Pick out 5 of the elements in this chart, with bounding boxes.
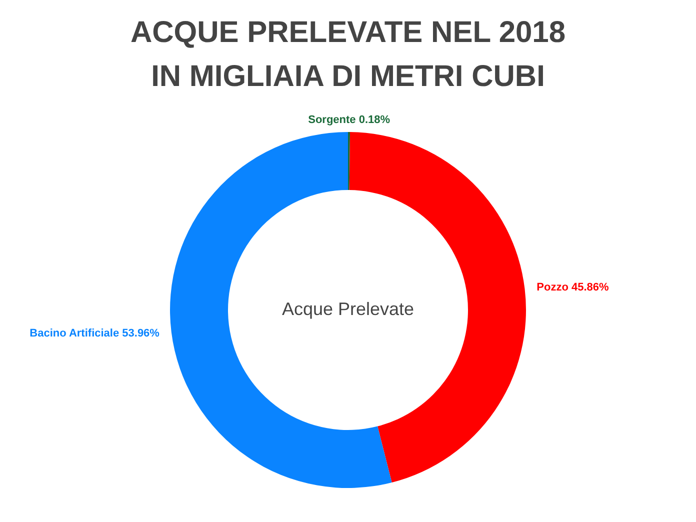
slice-label: Pozzo 45.86%	[536, 281, 610, 294]
slice-label: Sorgente 0.18%	[308, 114, 390, 126]
slice-label: Bacino Artificiale 53.96%	[30, 328, 160, 340]
text: Acque Prelevate	[282, 299, 414, 319]
chart-title: ACQUE PRELEVATE NEL 2018 IN MIGLIAIA DI METRI CUBI	[130, 16, 566, 93]
